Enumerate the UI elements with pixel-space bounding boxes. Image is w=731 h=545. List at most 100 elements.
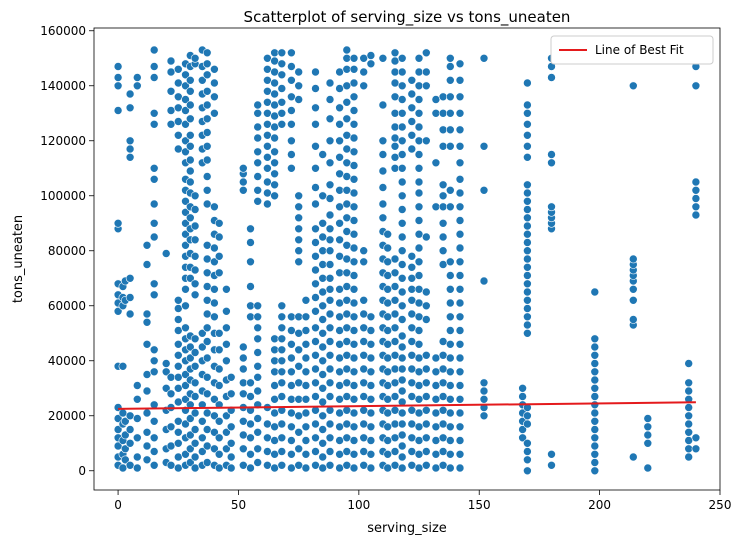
data-point <box>397 463 407 473</box>
data-point <box>414 257 424 267</box>
data-point <box>202 186 212 195</box>
data-point <box>294 257 304 267</box>
data-point <box>142 260 152 269</box>
data-point <box>149 199 159 209</box>
data-point <box>390 282 400 291</box>
data-point <box>186 414 195 423</box>
data-point <box>349 133 359 143</box>
data-point <box>414 164 424 173</box>
data-point <box>414 150 424 159</box>
data-point <box>190 235 200 245</box>
data-point <box>294 345 304 355</box>
data-point <box>547 449 556 459</box>
data-point <box>342 53 352 63</box>
data-point <box>445 394 455 404</box>
data-point <box>270 133 279 143</box>
data-point <box>239 342 248 352</box>
data-point <box>479 186 489 195</box>
data-point <box>421 315 431 324</box>
data-point <box>263 153 272 162</box>
data-point <box>349 367 359 377</box>
data-point <box>383 257 393 267</box>
data-point <box>318 463 328 473</box>
data-point <box>359 81 369 91</box>
data-point <box>390 133 400 143</box>
data-point <box>311 350 320 360</box>
data-point <box>174 350 183 360</box>
data-point <box>166 460 176 470</box>
data-point <box>523 229 532 239</box>
data-point <box>149 62 159 71</box>
data-point <box>142 386 152 396</box>
data-point <box>397 315 407 324</box>
chart-title: Scatterplot of serving_size vs tons_unea… <box>244 8 571 27</box>
data-point <box>390 433 400 443</box>
data-point <box>349 284 359 294</box>
data-point <box>628 254 638 264</box>
data-point <box>414 202 424 212</box>
data-point <box>202 268 212 278</box>
data-point <box>246 224 255 234</box>
data-point <box>253 147 263 157</box>
data-point <box>214 364 224 374</box>
data-point <box>590 367 600 377</box>
data-point <box>161 383 171 393</box>
data-point <box>445 381 455 390</box>
data-point <box>222 444 231 454</box>
data-point <box>479 411 489 421</box>
data-point <box>149 232 159 242</box>
data-point <box>523 197 532 206</box>
data-point <box>202 142 212 151</box>
data-point <box>287 381 296 390</box>
data-point <box>222 323 231 333</box>
data-point <box>445 53 455 63</box>
data-point <box>684 403 694 412</box>
data-point <box>287 449 296 459</box>
data-point <box>397 353 407 363</box>
data-point <box>421 405 431 415</box>
data-point <box>253 172 263 181</box>
data-point <box>133 433 142 443</box>
data-point <box>397 136 407 146</box>
data-point <box>287 92 296 102</box>
data-point <box>383 463 393 473</box>
data-point <box>366 326 376 335</box>
data-point <box>287 436 296 445</box>
data-point <box>318 219 328 228</box>
data-point <box>239 444 248 454</box>
data-point <box>414 67 424 77</box>
data-point <box>455 142 465 151</box>
data-point <box>294 460 304 470</box>
data-point <box>335 353 344 363</box>
data-point <box>383 381 393 390</box>
data-point <box>342 378 352 388</box>
data-point <box>246 282 255 291</box>
data-point <box>166 120 176 129</box>
data-point <box>149 433 159 443</box>
data-point <box>186 458 195 467</box>
data-point <box>383 271 393 280</box>
data-point <box>202 70 212 80</box>
data-point <box>277 59 287 69</box>
data-point <box>438 405 448 415</box>
data-point <box>366 51 376 60</box>
data-point <box>523 120 532 129</box>
data-point <box>390 350 400 360</box>
data-point <box>294 202 304 212</box>
data-point <box>335 436 344 445</box>
data-point <box>349 65 359 74</box>
data-point <box>186 155 195 165</box>
data-point <box>397 441 407 451</box>
data-point <box>431 367 441 377</box>
data-point <box>287 408 296 418</box>
data-point <box>431 381 441 390</box>
data-point <box>445 76 455 85</box>
data-point <box>277 48 287 58</box>
data-point <box>342 172 352 181</box>
data-point <box>210 92 219 102</box>
data-point <box>590 375 600 385</box>
data-point <box>125 425 135 434</box>
x-tick-label: 0 <box>114 498 122 512</box>
data-point <box>590 342 600 352</box>
data-point <box>390 295 400 305</box>
